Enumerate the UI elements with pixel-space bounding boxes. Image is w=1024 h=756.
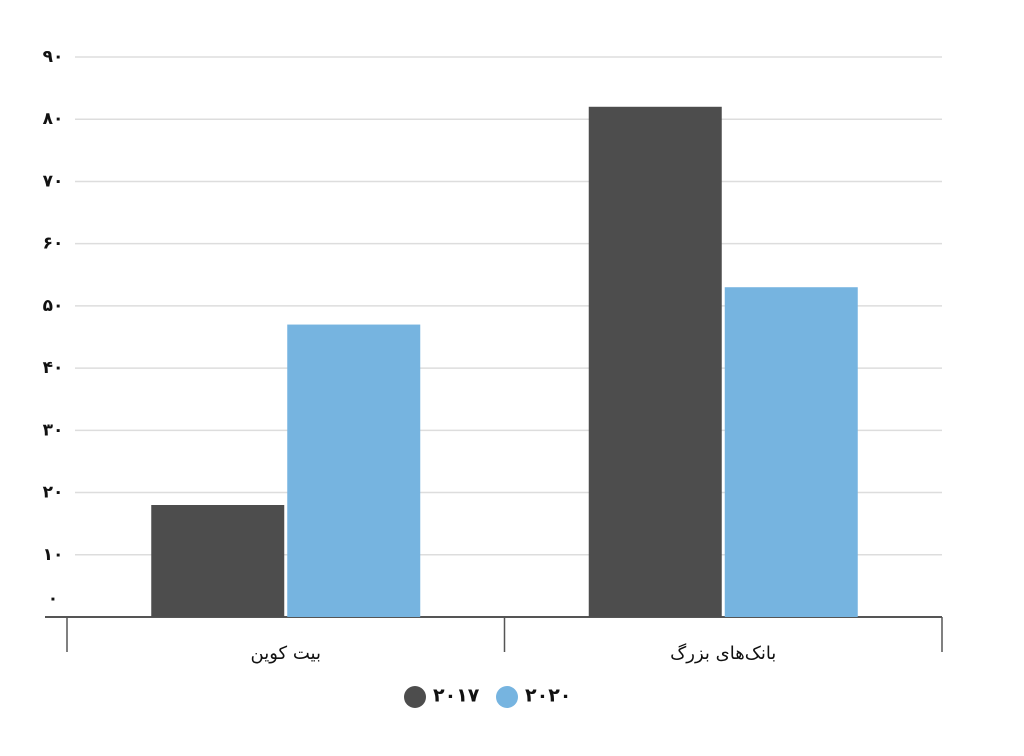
x-tick-label: بیت کوین: [251, 643, 321, 664]
y-tick-label: ۷۰: [43, 171, 64, 191]
bar: [724, 287, 858, 617]
legend-marker: [404, 686, 426, 708]
y-tick-label: ۸۰: [43, 109, 64, 129]
bar: [287, 324, 421, 617]
x-tick-label: بانک‌های بزرگ: [670, 643, 776, 664]
bar: [151, 505, 285, 617]
y-tick-label: ۳۰: [43, 420, 64, 440]
legend-marker: [496, 686, 518, 708]
y-tick-label: ۱۰: [43, 545, 64, 565]
y-tick-label: ۲۰: [43, 483, 64, 503]
y-tick-label: ۶۰: [43, 234, 64, 254]
y-tick-label: ۹۰: [43, 47, 64, 67]
bar: [588, 106, 722, 618]
y-tick-label: ۵۰: [43, 296, 64, 316]
legend-label: ۲۰۲۰: [525, 685, 571, 707]
y-tick-label: ۴۰: [43, 358, 64, 378]
y-tick-label: ۰: [48, 589, 58, 609]
legend-label: ۲۰۱۷: [433, 685, 480, 707]
